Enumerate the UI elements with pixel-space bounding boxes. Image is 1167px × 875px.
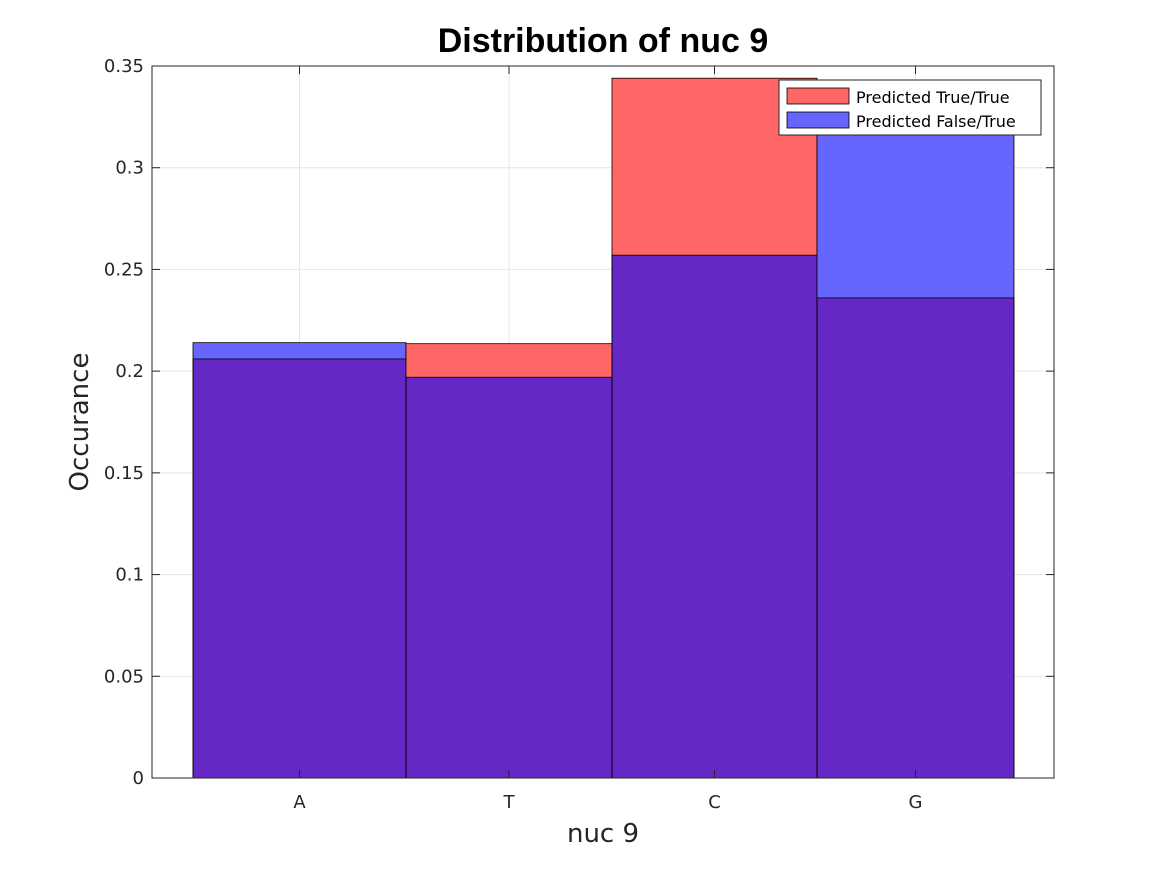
legend-swatch-predicted-false-true [786, 111, 850, 129]
legend-label-predicted-false-true: Predicted False/True [856, 112, 1016, 131]
bar-overlap-t [406, 377, 612, 778]
chart-title: Distribution of nuc 9 [438, 22, 769, 60]
y-tick-label: 0.25 [104, 259, 144, 280]
x-tick-label-a: A [293, 792, 306, 813]
y-tick-label: 0.3 [115, 158, 144, 179]
x-tick-label-c: C [708, 792, 721, 813]
legend-swatch-predicted-true-true [786, 87, 850, 105]
y-tick-label: 0.1 [115, 565, 144, 586]
bar-predicted-false-true-a [193, 342, 406, 359]
plot-area-frame [151, 65, 1055, 779]
x-tick-label-g: G [909, 792, 923, 813]
bar-predicted-true-true-t [406, 343, 612, 378]
y-tick-label: 0 [133, 768, 144, 789]
legend: Predicted True/True Predicted False/True [778, 79, 1042, 136]
y-tick-label: 0.05 [104, 666, 144, 687]
y-tick-label: 0.2 [115, 361, 144, 382]
y-tick-label: 0.35 [104, 56, 144, 77]
y-tick-label: 0.15 [104, 463, 144, 484]
bar-predicted-false-true-g [817, 122, 1014, 298]
bar-overlap-g [817, 297, 1014, 778]
y-axis-label: Occurance [65, 353, 95, 492]
x-tick-label-t: T [503, 792, 516, 813]
legend-label-predicted-true-true: Predicted True/True [856, 88, 1010, 107]
bars [192, 77, 1015, 779]
x-axis-label: nuc 9 [567, 819, 639, 849]
bar-overlap-a [193, 358, 406, 778]
bar-overlap-c [612, 255, 817, 778]
axis-ticks: 0 0.05 0.1 0.15 0.2 0.25 0.3 0.35 A T C G [104, 56, 1054, 813]
